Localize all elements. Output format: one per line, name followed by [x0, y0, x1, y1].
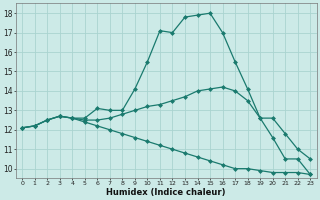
X-axis label: Humidex (Indice chaleur): Humidex (Indice chaleur)	[107, 188, 226, 197]
